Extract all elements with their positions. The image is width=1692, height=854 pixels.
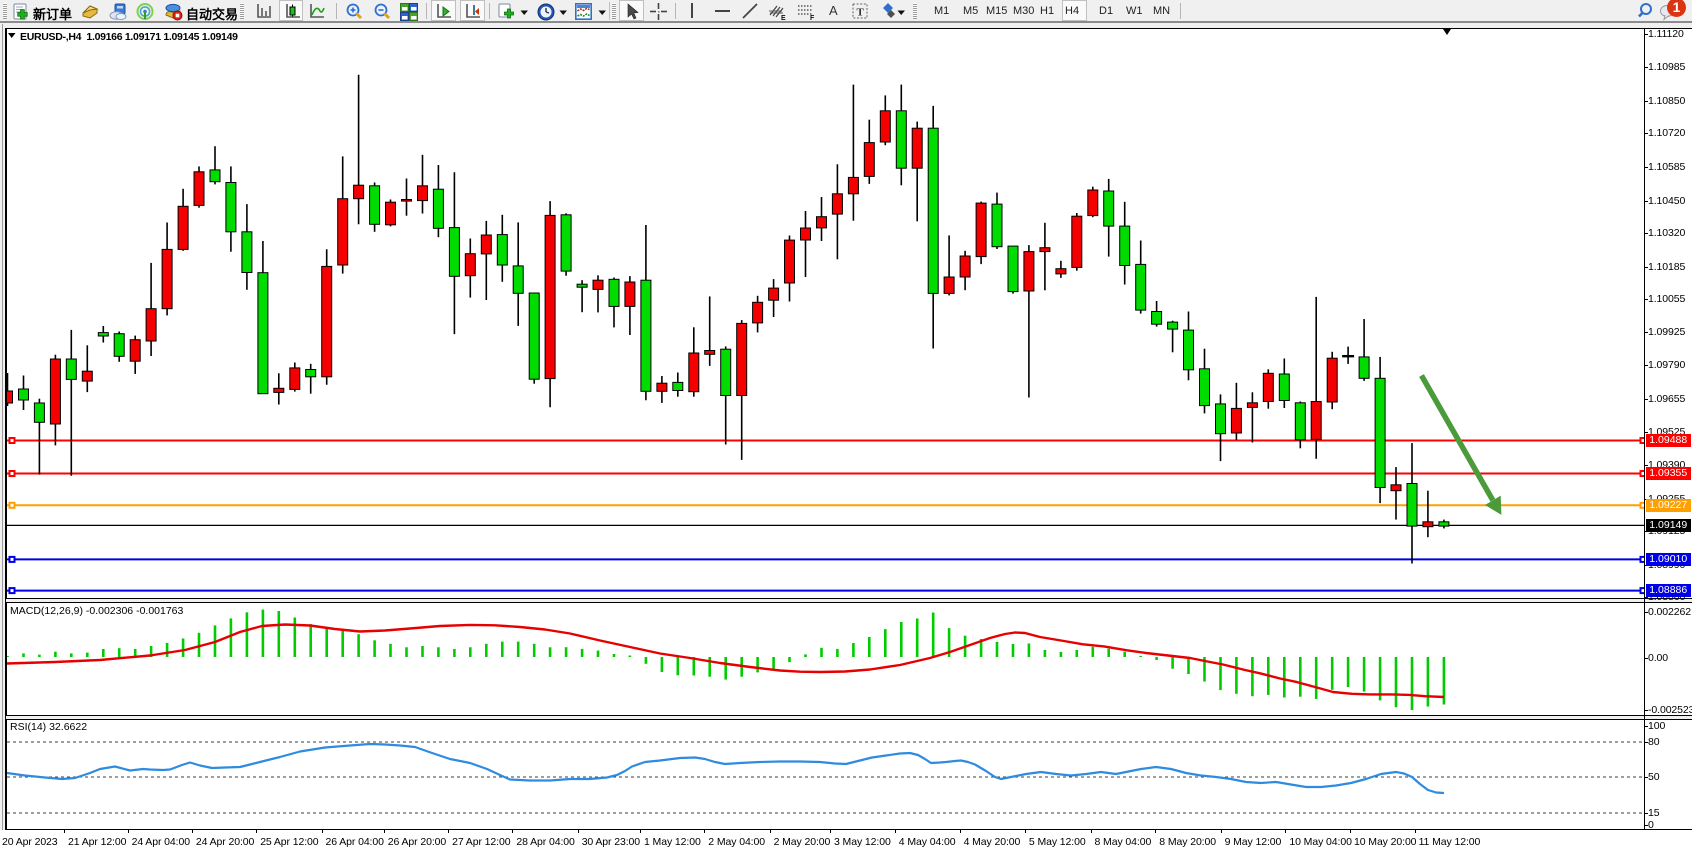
svg-text:E: E	[781, 15, 786, 21]
svg-text:T: T	[857, 7, 865, 19]
svg-text:F: F	[810, 15, 815, 21]
